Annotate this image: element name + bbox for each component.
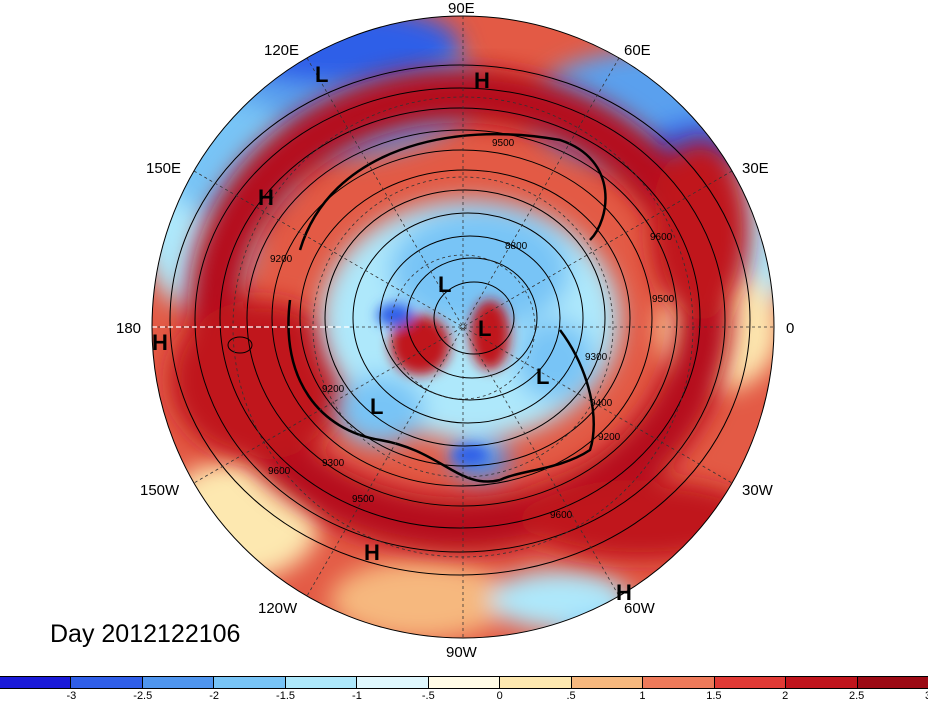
high-pressure-marker: H [474, 68, 490, 93]
colorbar-segment [214, 677, 286, 688]
high-pressure-marker: H [152, 330, 168, 355]
lon-label-30w: 30W [742, 482, 773, 499]
contour-label: 9600 [268, 466, 291, 477]
high-pressure-marker: H [364, 540, 380, 565]
polar-stereographic-map: 9500 8800 9600 9500 9200 9300 9400 9200 … [151, 15, 775, 639]
low-pressure-marker: L [438, 272, 452, 297]
contour-label: 9300 [322, 458, 345, 469]
colorbar-tick-label: -1.5 [276, 690, 296, 702]
contour-label: 9500 [492, 138, 515, 149]
contour-label: 9200 [270, 254, 293, 265]
colorbar-segment [285, 677, 358, 688]
low-pressure-marker: L [478, 316, 492, 341]
colorbar-tick-label: -2.5 [133, 690, 153, 702]
geopotential-contours [169, 64, 751, 576]
colorbar-segment [428, 677, 501, 688]
colorbar [0, 676, 928, 689]
colorbar-tick-label: 1.5 [706, 690, 722, 702]
contour-label: 9500 [352, 494, 375, 505]
colorbar-segment [643, 677, 715, 688]
colorbar-tick-label: 2.5 [848, 690, 865, 702]
contour-label: 9200 [598, 432, 621, 443]
colorbar-segment [714, 677, 787, 688]
colorbar-segment [142, 677, 215, 688]
colorbar-segment [0, 677, 72, 688]
lon-label-30e: 30E [742, 160, 769, 177]
contour-label: 8800 [505, 241, 528, 252]
anomaly-field [152, 16, 774, 638]
contour-label: 9600 [550, 510, 573, 521]
colorbar-segment [500, 677, 572, 688]
high-pressure-marker: H [616, 580, 632, 605]
colorbar-segment [786, 677, 858, 688]
colorbar-segment [571, 677, 644, 688]
contour-label: 9600 [650, 232, 673, 243]
lon-label-0: 0 [786, 320, 795, 337]
colorbar-tick-label: 2 [782, 690, 789, 702]
lon-label-120w: 120W [258, 600, 298, 617]
colorbar-tick-label: 3 [925, 690, 928, 702]
colorbar-segment [71, 677, 143, 688]
low-pressure-marker: L [370, 394, 384, 419]
contour-label: 9500 [652, 294, 675, 305]
low-pressure-marker: L [536, 364, 550, 389]
colorbar-segment [857, 677, 928, 688]
lon-label-150w: 150W [140, 482, 180, 499]
date-title: Day 2012122106 [50, 620, 241, 648]
lon-label-60e: 60E [624, 42, 651, 59]
colorbar-tick-label: -1 [352, 690, 362, 702]
contour-label: 9400 [590, 398, 613, 409]
colorbar-tick-label: .5 [566, 690, 576, 702]
colorbar-tick-label: 0 [496, 690, 503, 702]
lon-label-90w: 90W [446, 644, 477, 661]
colorbar-tick-label: -.5 [421, 690, 435, 702]
graticule [152, 16, 774, 638]
lon-label-90e: 90E [448, 0, 475, 17]
colorbar-segment [357, 677, 429, 688]
lon-label-180: 180 [116, 320, 142, 337]
colorbar-tick-label: -2 [209, 690, 220, 702]
lon-label-120e: 120E [264, 42, 300, 59]
colorbar-tick-label: 1 [639, 690, 646, 702]
contour-label: 9300 [585, 352, 608, 363]
contour-label: 9200 [322, 384, 345, 395]
colorbar-tick-label: -3 [66, 690, 77, 702]
lon-label-60w: 60W [624, 600, 655, 617]
low-pressure-marker: L [315, 62, 329, 87]
lon-label-150e: 150E [146, 160, 182, 177]
contour-label-group: 9500 8800 9600 9500 9200 9300 9400 9200 … [268, 138, 675, 521]
high-pressure-marker: H [258, 185, 274, 210]
